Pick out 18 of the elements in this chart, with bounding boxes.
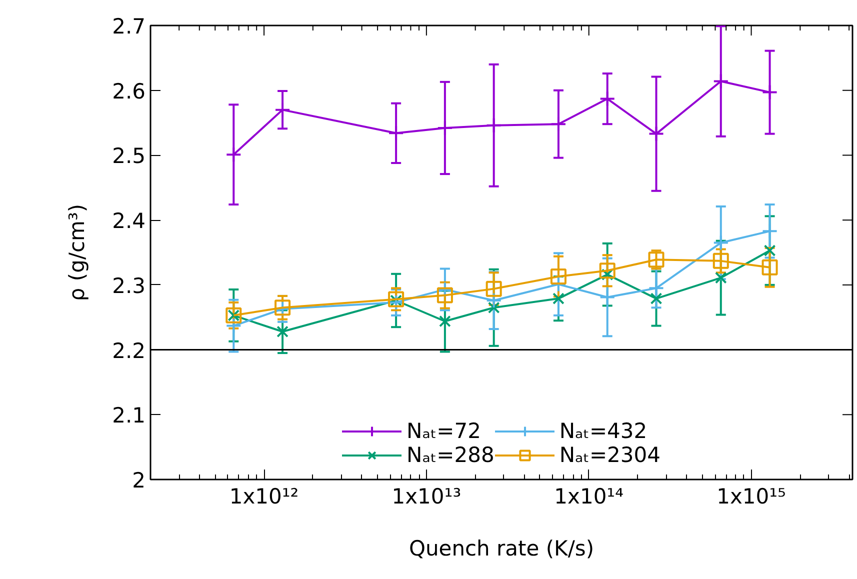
- legend-label: Nₐₜ=432: [559, 419, 648, 443]
- y-axis-title: ρ (g/cm³): [65, 204, 90, 302]
- legend-label: Nₐₜ=72: [406, 419, 481, 443]
- y-tick-label: 2.1: [112, 404, 146, 428]
- y-tick-label: 2.2: [112, 338, 146, 363]
- y-tick-label: 2.4: [112, 209, 146, 234]
- y-tick-label: 2.7: [112, 14, 146, 38]
- y-tick-label: 2.3: [112, 274, 146, 298]
- legend-label: Nₐₜ=288: [406, 443, 494, 467]
- x-tick-label: 1x10¹⁴: [554, 484, 624, 508]
- x-tick-label: 1x10¹³: [392, 484, 462, 508]
- legend-label: Nₐₜ=2304: [559, 443, 660, 467]
- x-tick-label: 1x10¹²: [229, 484, 299, 508]
- x-axis-title: Quench rate (K/s): [408, 536, 594, 560]
- y-tick-label: 2: [132, 468, 146, 492]
- x-tick-label: 1x10¹⁵: [716, 484, 786, 508]
- y-tick-label: 2.6: [112, 79, 146, 104]
- y-tick-label: 2.5: [112, 144, 146, 168]
